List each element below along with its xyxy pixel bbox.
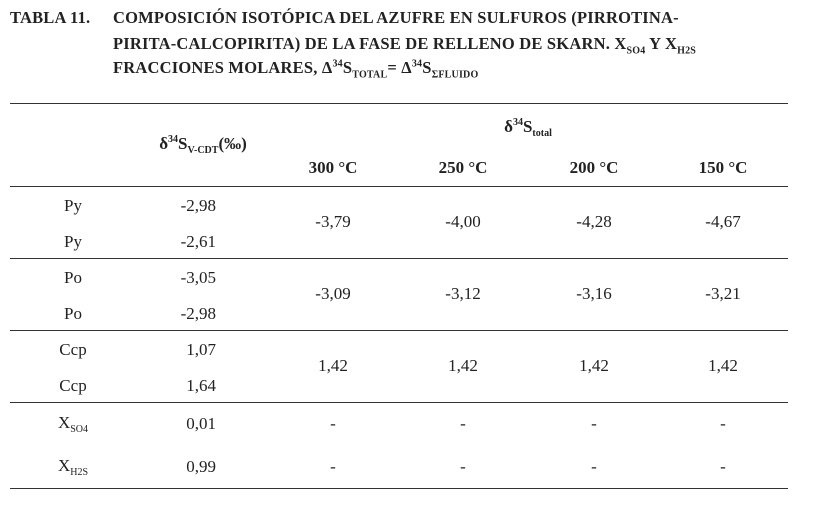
- caption-text: Y X: [645, 34, 678, 53]
- caption-sub: ΣFLUIDO: [431, 69, 479, 81]
- header-sub: V-CDT: [187, 145, 219, 157]
- model-value: -: [720, 456, 726, 476]
- model-value: -: [460, 456, 466, 476]
- caption-sup: 34: [332, 58, 343, 70]
- model-value: -: [460, 413, 466, 433]
- caption-text: S: [422, 58, 432, 77]
- model-value: -3,79: [315, 212, 351, 231]
- model-value: -: [591, 456, 597, 476]
- rule: [10, 258, 788, 259]
- label-text: Py: [64, 196, 82, 215]
- model-value: -4,28: [576, 212, 612, 231]
- row-label: Po: [64, 304, 82, 324]
- measured-value: -2,98: [180, 304, 216, 323]
- measured-value: 0,99: [186, 456, 216, 476]
- caption-label: TABLA 11.: [10, 8, 91, 27]
- caption-text: S: [342, 58, 353, 77]
- header-group: δ34Stotal: [504, 117, 552, 139]
- row-label: XSO4: [58, 412, 88, 434]
- model-value: -: [330, 456, 336, 476]
- measured-value: 1,07: [186, 340, 216, 359]
- model-value: 1,42: [318, 356, 348, 375]
- model-value: -3,12: [445, 284, 481, 303]
- caption-line: COMPOSICIÓN ISOTÓPICA DEL AZUFRE EN SULF…: [113, 8, 679, 28]
- rule: [10, 330, 788, 331]
- label-sub: H2S: [70, 466, 89, 478]
- rule: [10, 488, 788, 489]
- model-value: -: [330, 413, 336, 433]
- temperature-header: 200 °C: [569, 158, 619, 177]
- caption-sub: TOTAL: [352, 69, 388, 81]
- model-value: -3,21: [705, 284, 741, 303]
- rule: [10, 402, 788, 403]
- label-text: X: [57, 412, 71, 432]
- measured-value: 1,64: [186, 376, 216, 395]
- caption-text: FRACCIONES MOLARES, Δ: [113, 58, 333, 77]
- label-text: Po: [64, 268, 82, 287]
- label-text: Po: [64, 304, 82, 323]
- header-measured: δ34SV-CDT(‰): [159, 134, 247, 156]
- model-value: 1,42: [448, 356, 478, 375]
- rule: [10, 186, 788, 187]
- rule: [10, 103, 788, 104]
- header-sup: 34: [168, 134, 179, 146]
- row-label: Po: [64, 268, 82, 288]
- row-label: Py: [64, 196, 82, 216]
- caption-sup: 34: [411, 58, 423, 70]
- measured-value: -2,98: [180, 196, 216, 215]
- model-value: -: [720, 413, 726, 433]
- label-text: Ccp: [59, 340, 87, 359]
- caption-line: FRACCIONES MOLARES, Δ34STOTAL= Δ34SΣFLUI…: [113, 58, 478, 80]
- row-label: Ccp: [59, 376, 86, 396]
- label-text: X: [57, 455, 71, 475]
- row-label: Ccp: [59, 340, 86, 360]
- measured-value: -2,61: [180, 232, 216, 251]
- header-text: (‰): [218, 133, 247, 153]
- model-value: 1,42: [708, 356, 738, 375]
- model-value: -3,09: [315, 284, 351, 303]
- model-value: -4,00: [445, 212, 481, 231]
- caption-text: COMPOSICIÓN ISOTÓPICA DEL AZUFRE EN SULF…: [113, 8, 679, 27]
- header-sup: 34: [512, 117, 523, 129]
- model-value: -: [591, 413, 597, 433]
- caption-text: PIRITA-CALCOPIRITA) DE LA FASE DE RELLEN…: [113, 34, 627, 53]
- measured-value: -3,05: [180, 268, 216, 287]
- header-text: δ: [504, 116, 513, 136]
- model-value: -3,16: [576, 284, 612, 303]
- caption-text: = Δ: [387, 58, 412, 77]
- label-text: Ccp: [59, 376, 87, 395]
- header-text: S: [178, 133, 188, 153]
- label-sub: SO4: [70, 423, 89, 435]
- temperature-header: 150 °C: [698, 158, 748, 177]
- row-label: XH2S: [58, 455, 88, 477]
- caption-line: PIRITA-CALCOPIRITA) DE LA FASE DE RELLEN…: [113, 34, 696, 56]
- row-label: Py: [64, 232, 82, 252]
- temperature-header: 300 °C: [308, 158, 358, 177]
- label-text: Py: [64, 232, 82, 251]
- model-value: -4,67: [705, 212, 741, 231]
- temperature-header: 250 °C: [438, 158, 488, 177]
- measured-value: 0,01: [186, 413, 216, 433]
- header-text: δ: [159, 133, 169, 153]
- caption-sub: H2S: [677, 45, 697, 57]
- header-sub: total: [532, 128, 552, 140]
- model-value: 1,42: [579, 356, 609, 375]
- header-text: S: [522, 116, 533, 136]
- caption-sub: SO4: [626, 45, 646, 57]
